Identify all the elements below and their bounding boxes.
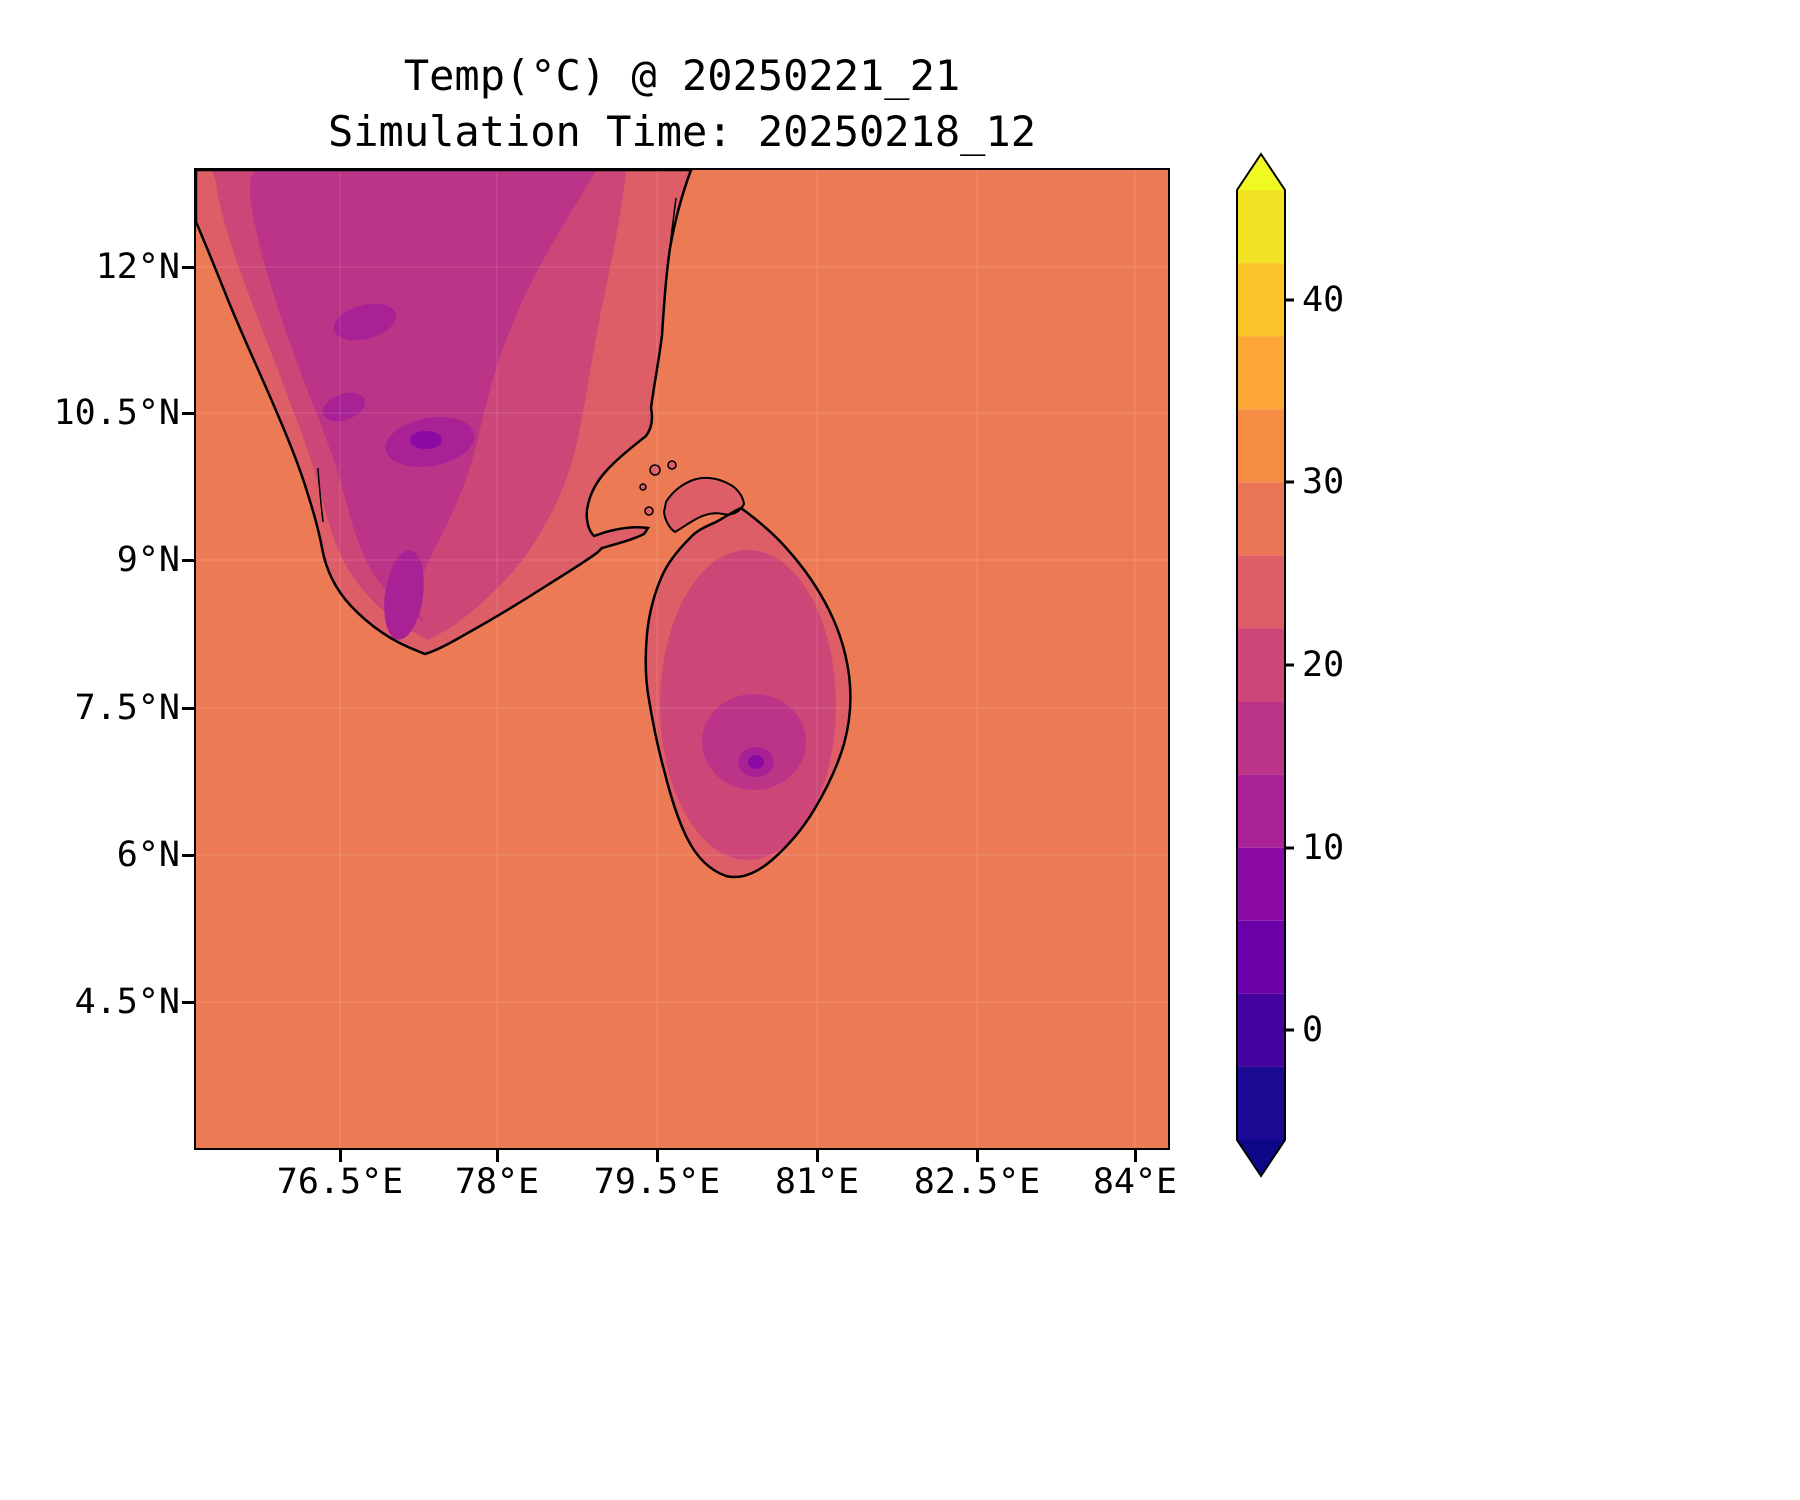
colorbar-band <box>1237 701 1285 775</box>
small-island <box>667 460 677 470</box>
colorbar-band <box>1237 263 1285 337</box>
x-axis-tickmark <box>656 1150 659 1162</box>
colorbar-label-20: 20 <box>1302 645 1345 685</box>
colorbar-band <box>1237 555 1285 629</box>
y-tick-label-10-5n: 10.5°N <box>53 393 180 433</box>
y-tick-label-12n: 12°N <box>95 247 180 287</box>
small-island <box>639 483 647 491</box>
colorbar-label-10: 10 <box>1302 828 1345 868</box>
y-axis-tickmark <box>182 1001 194 1004</box>
colorbar-outline <box>1236 152 1286 1178</box>
colorbar-under-arrow <box>1237 1140 1285 1176</box>
ghats-cold-patch <box>322 392 366 422</box>
sri-lanka-coldest-spot <box>748 755 764 769</box>
western-ghats-upland-region <box>250 170 596 622</box>
y-axis-tickmark <box>182 412 194 415</box>
sri-lanka-temperature-shading <box>660 550 836 860</box>
x-tick-label-81e: 81°E <box>774 1162 860 1202</box>
ghats-coldest-spot <box>410 431 442 449</box>
plot-subtitle: Simulation Time: 20250218_12 <box>327 107 1036 156</box>
x-tick-label-76-5e: 76.5°E <box>276 1162 404 1202</box>
colorbar-band <box>1237 409 1285 483</box>
colorbar-band <box>1237 1066 1285 1140</box>
colorbar-band <box>1237 993 1285 1067</box>
ghats-cold-patch <box>333 303 397 341</box>
y-axis-tickmark <box>182 559 194 562</box>
colorbar-bands <box>1237 190 1285 1140</box>
x-axis-tickmark <box>339 1150 342 1162</box>
colorbar-band <box>1237 336 1285 410</box>
x-axis-tickmark <box>816 1150 819 1162</box>
palk-strait-islands <box>639 460 677 516</box>
y-tick-label-4-5n: 4.5°N <box>74 982 180 1022</box>
y-axis-tickmark <box>182 707 194 710</box>
x-axis-tickmark <box>976 1150 979 1162</box>
y-tick-label-9n: 9°N <box>116 540 180 580</box>
x-tick-label-82-5e: 82.5°E <box>913 1162 1041 1202</box>
ghats-cold-patch <box>384 550 424 640</box>
small-island <box>644 506 654 516</box>
x-tick-label-84e: 84°E <box>1092 1162 1178 1202</box>
x-tick-label-79-5e: 79.5°E <box>593 1162 721 1202</box>
y-tick-label-7-5n: 7.5°N <box>74 688 180 728</box>
small-island <box>649 464 661 476</box>
colorbar-band <box>1237 190 1285 264</box>
colorbar-tickmarks <box>1285 298 1294 1032</box>
kerala-backwater <box>317 467 324 523</box>
y-axis-tickmark <box>182 266 194 269</box>
y-tick-label-6n: 6°N <box>116 835 180 875</box>
colorbar-band <box>1237 482 1285 556</box>
x-axis-tickmark <box>496 1150 499 1162</box>
sri-lanka-highland-patch <box>702 694 806 790</box>
coastlines <box>196 170 852 879</box>
colorbar-label-30: 30 <box>1302 462 1345 502</box>
graticule <box>196 170 1168 1148</box>
colorbar-band <box>1237 847 1285 921</box>
colorbar-label-0: 0 <box>1302 1010 1324 1050</box>
plot-title: Temp(°C) @ 20250221_21 <box>403 51 961 100</box>
x-axis-tickmark <box>1134 1150 1137 1162</box>
colorbar-band <box>1237 774 1285 848</box>
colorbar <box>1236 152 1294 1178</box>
y-axis-tickmark <box>182 854 194 857</box>
colorbar-over-arrow <box>1237 154 1285 190</box>
map-plot-area <box>194 168 1170 1150</box>
colorbar-band <box>1237 920 1285 994</box>
colorbar-label-40: 40 <box>1302 280 1345 320</box>
east-coast-lagoon <box>667 197 677 267</box>
temperature-map <box>196 170 1168 1148</box>
colorbar-band <box>1237 628 1285 702</box>
india-temperature-shading <box>211 170 626 640</box>
x-tick-label-78e: 78°E <box>454 1162 540 1202</box>
